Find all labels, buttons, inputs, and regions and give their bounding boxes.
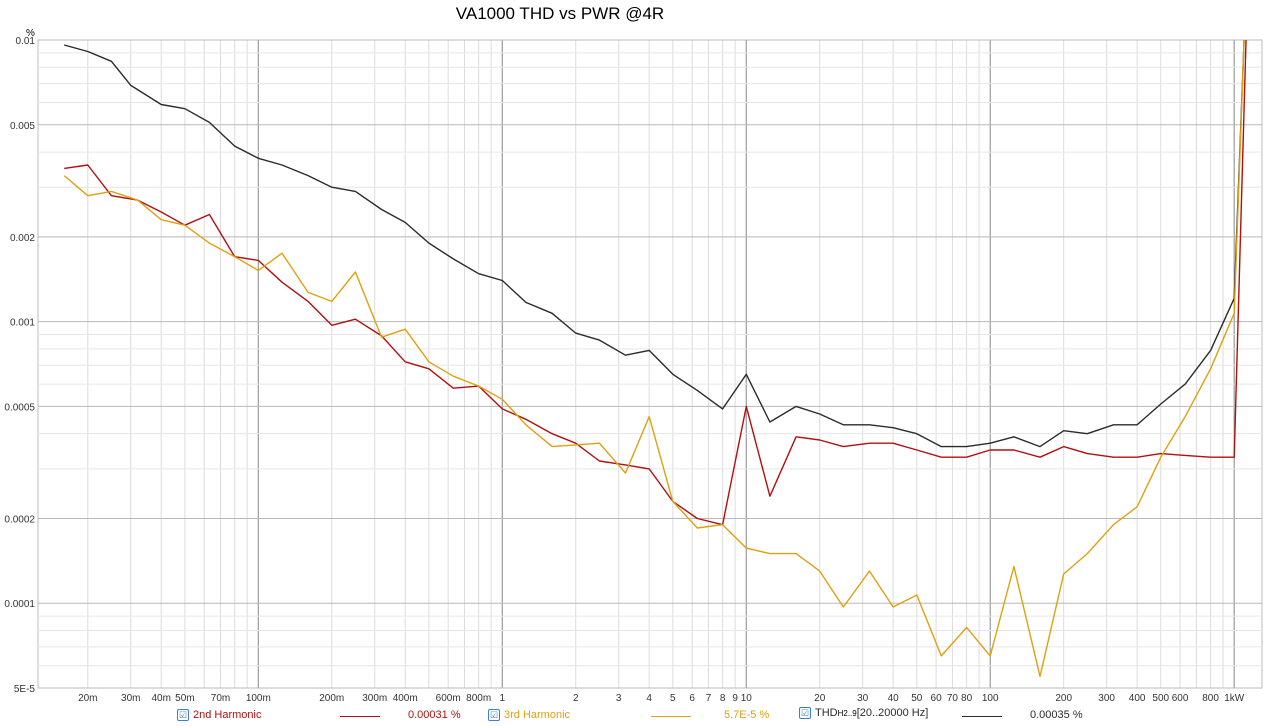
x-tick-label: 70 <box>947 693 959 704</box>
series-lines <box>63 40 1247 677</box>
y-tick-label: 0.0005 <box>4 402 35 413</box>
legend-value: 0.00031 % <box>408 709 461 721</box>
x-tick-label: 400 <box>1129 693 1146 704</box>
plot-frame <box>37 39 1263 689</box>
y-tick-label: 0.005 <box>10 121 35 132</box>
series-line-3rd-harmonic <box>63 40 1245 677</box>
x-tick-label: 30m <box>121 693 140 704</box>
y-tick-label: 0.001 <box>10 318 35 329</box>
x-tick-label: 6 <box>689 693 695 704</box>
x-tick-label: 500 <box>1152 693 1169 704</box>
x-tick-label: 20m <box>78 693 97 704</box>
y-tick-label: 5E-5 <box>14 684 36 695</box>
x-tick-label: 800m <box>466 693 491 704</box>
x-tick-label: 50m <box>175 693 194 704</box>
legend-swatch <box>651 716 691 717</box>
y-axis-unit: % <box>26 28 35 39</box>
legend-label: 3rd Harmonic <box>504 709 571 721</box>
x-tick-label: 3 <box>616 693 622 704</box>
y-tick-label: 0.0001 <box>4 599 35 610</box>
legend-item-thd[interactable]: ☑ THD H2..9 [20..20000 Hz] <box>799 707 928 719</box>
legend-swatch <box>340 716 380 717</box>
x-tick-label: 200 <box>1055 693 1072 704</box>
legend-item-2nd-harmonic[interactable]: ☑ 2nd Harmonic <box>177 709 261 721</box>
x-tick-label: 100m <box>246 693 271 704</box>
x-tick-label: 600m <box>436 693 461 704</box>
x-tick-label: 4 <box>646 693 652 704</box>
x-tick-label: 50 <box>911 693 923 704</box>
x-tick-label: 2 <box>573 693 579 704</box>
legend-value: 0.00035 % <box>1030 709 1083 721</box>
x-tick-label: 400m <box>393 693 418 704</box>
x-tick-label: 7 <box>706 693 712 704</box>
legend: ☑ 2nd Harmonic 0.00031 % ☑ 3rd Harmonic … <box>0 707 1280 726</box>
legend-subscript: H2..9 <box>837 708 857 718</box>
x-tick-label: 600 <box>1172 693 1189 704</box>
checkbox-icon[interactable]: ☑ <box>799 707 811 719</box>
y-tick-label: 0.01 <box>16 36 36 47</box>
x-axis-ticks: 20m 30m 40m 50m 70m 100m 200m 300m 400m 600m 800m 1… <box>78 693 1245 704</box>
x-tick-label: 40m <box>152 693 171 704</box>
x-tick-label: 300m <box>362 693 387 704</box>
legend-label: THD <box>815 707 838 719</box>
x-tick-label: 9 <box>732 693 738 704</box>
legend-item-3rd-harmonic[interactable]: ☑ 3rd Harmonic <box>488 709 570 721</box>
series-line-2nd-harmonic <box>64 40 1247 526</box>
x-tick-label: 1 <box>500 693 506 704</box>
grid <box>37 39 1263 689</box>
x-tick-label: 1kW <box>1224 693 1245 704</box>
legend-label: 2nd Harmonic <box>193 709 262 721</box>
y-tick-label: 0.0002 <box>4 514 35 525</box>
x-tick-label: 300 <box>1098 693 1115 704</box>
legend-swatch <box>962 716 1002 717</box>
checkbox-icon[interactable]: ☑ <box>177 709 189 721</box>
chart-svg: 0.01 0.005 0.002 0.001 0.0005 0.0002 0.0001 5E-… <box>4 28 1263 704</box>
x-tick-label: 80 <box>961 693 973 704</box>
x-tick-label: 20 <box>814 693 826 704</box>
checkbox-icon[interactable]: ☑ <box>488 709 500 721</box>
chart-title: VA1000 THD vs PWR @4R <box>455 4 665 23</box>
x-tick-label: 70m <box>211 693 230 704</box>
legend-value: 5.7E-5 % <box>724 709 770 721</box>
y-tick-label: 0.002 <box>10 233 35 244</box>
x-tick-label: 10 <box>741 693 753 704</box>
x-tick-label: 60 <box>931 693 943 704</box>
x-tick-label: 200m <box>319 693 344 704</box>
legend-suffix: [20..20000 Hz] <box>856 707 929 719</box>
series-line-thd <box>64 40 1245 448</box>
x-tick-label: 100 <box>982 693 999 704</box>
x-tick-label: 800 <box>1202 693 1219 704</box>
x-tick-label: 30 <box>857 693 869 704</box>
x-tick-label: 5 <box>670 693 676 704</box>
y-axis-ticks: 0.01 0.005 0.002 0.001 0.0005 0.0002 0.0001 5E-… <box>4 36 35 695</box>
x-tick-label: 40 <box>888 693 900 704</box>
x-tick-label: 8 <box>720 693 726 704</box>
